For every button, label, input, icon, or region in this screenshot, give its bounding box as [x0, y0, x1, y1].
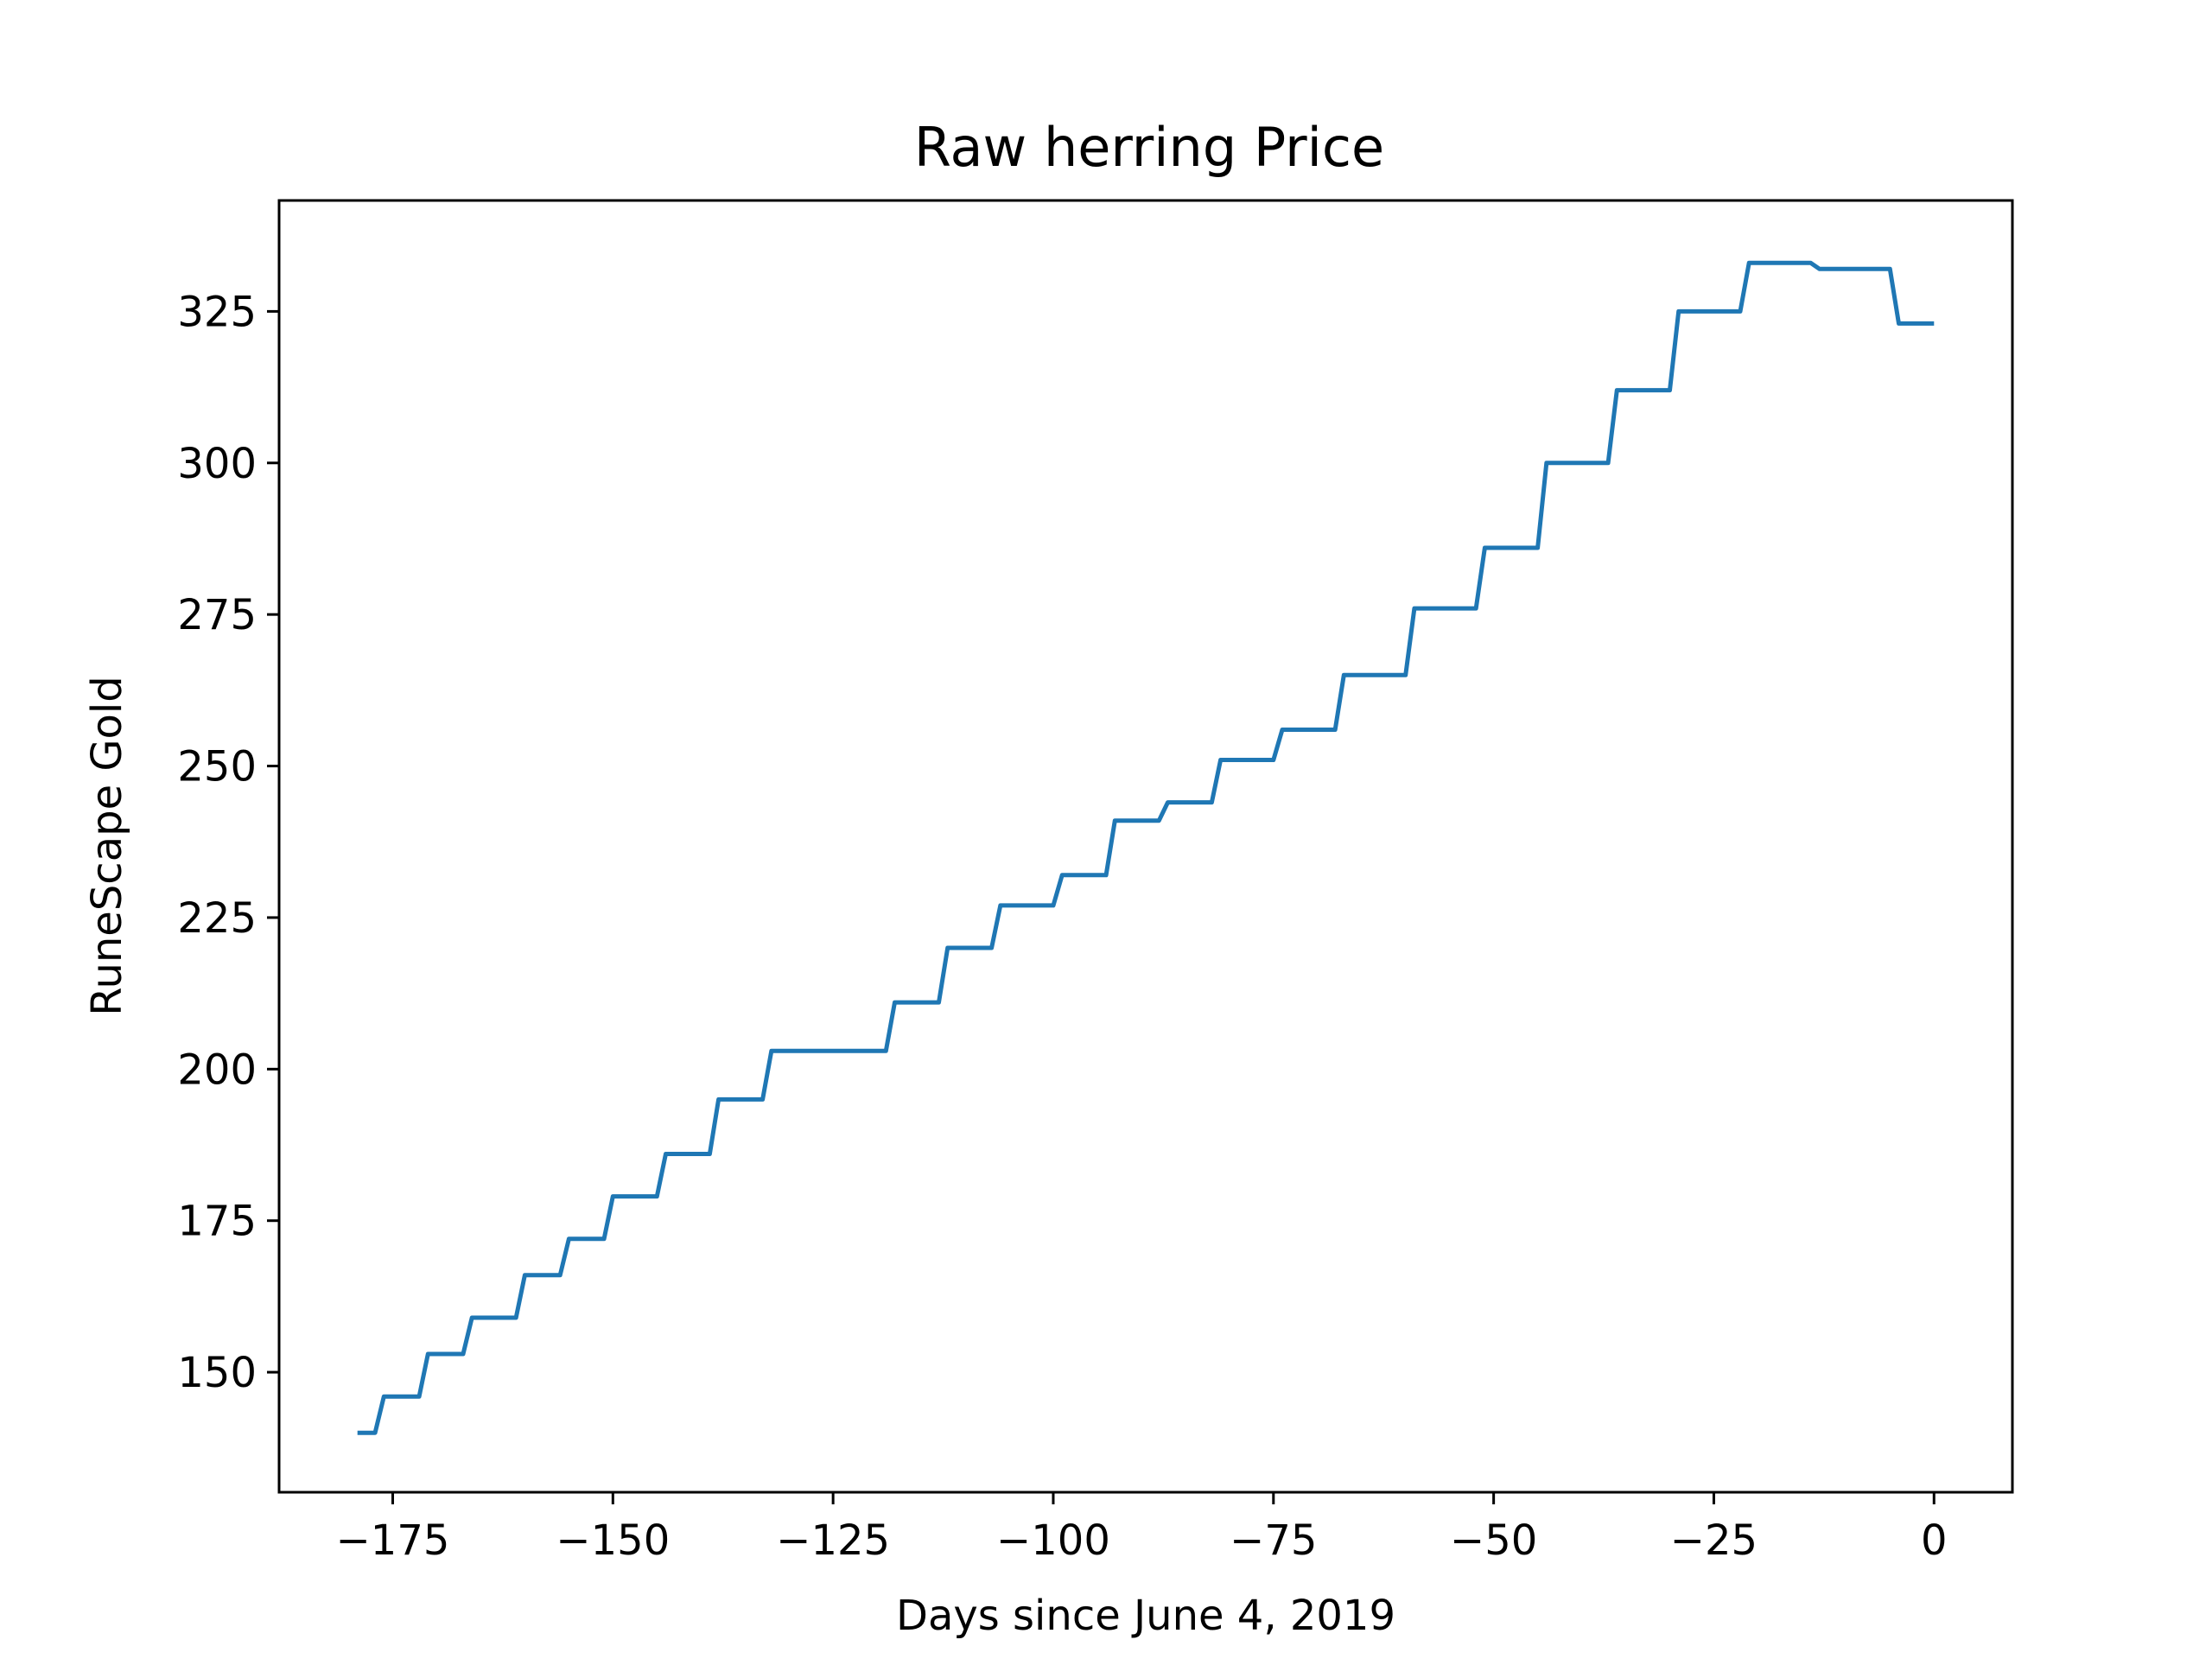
- x-tick-label: −75: [1230, 1516, 1317, 1565]
- x-tick-label: −25: [1670, 1516, 1758, 1565]
- x-tick-label: −150: [556, 1516, 670, 1565]
- x-tick-label: −50: [1450, 1516, 1537, 1565]
- chart-title: Raw herring Price: [914, 116, 1384, 179]
- x-tick-label: −100: [996, 1516, 1110, 1565]
- y-tick-label: 250: [177, 743, 257, 791]
- y-tick-label: 200: [177, 1046, 257, 1094]
- y-axis: 150 175 200 225 250 275 300 325: [177, 288, 279, 1397]
- series-line-0: [357, 260, 1935, 1435]
- y-tick-label: 225: [177, 894, 257, 943]
- x-axis: −175 −150 −125 −100 −75 −50 −25 0: [336, 1492, 1948, 1565]
- plot-frame: [277, 199, 2014, 1494]
- y-tick-label: 275: [177, 591, 257, 639]
- x-axis-label: Days since June 4, 2019: [896, 1592, 1395, 1640]
- y-axis-label: RuneScape Gold: [83, 676, 131, 1015]
- y-tick-label: 325: [177, 288, 257, 336]
- x-tick-label: −175: [336, 1516, 450, 1565]
- plot-area: [357, 260, 1935, 1435]
- x-tick-label: 0: [1921, 1516, 1948, 1565]
- y-tick-label: 150: [177, 1349, 257, 1397]
- y-tick-label: 175: [177, 1198, 257, 1246]
- x-tick-label: −125: [776, 1516, 890, 1565]
- y-tick-label: 300: [177, 440, 257, 488]
